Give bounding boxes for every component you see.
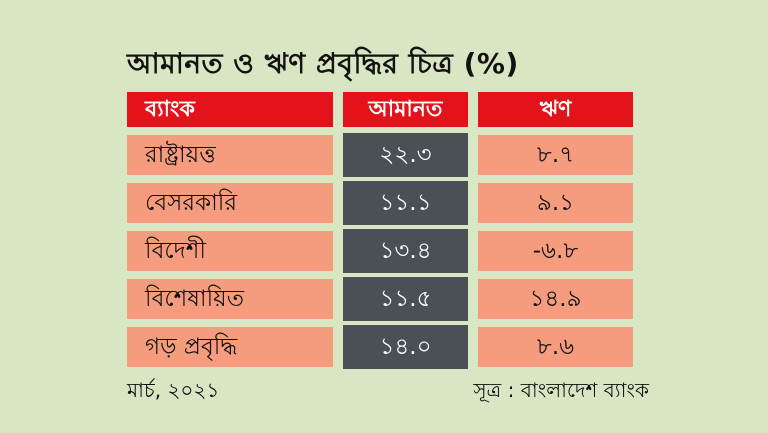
bank-label: গড় প্রবৃদ্ধি [127, 327, 333, 367]
bank-label: বিশেষায়িত [127, 279, 333, 319]
deposit-value: ১১.৫ [343, 277, 468, 321]
column-header-deposit: আমানত [343, 92, 468, 127]
deposit-value: ১৪.০ [343, 325, 468, 369]
page-title: আমানত ও ঋণ প্রবৃদ্ধির চিত্র (%) [127, 47, 519, 80]
footer-source: সূত্র : বাংলাদেশ ব্যাংক [473, 378, 649, 402]
footer: মার্চ, ২০২১ সূত্র : বাংলাদেশ ব্যাংক [127, 376, 649, 409]
deposit-value: ১৩.৪ [343, 229, 468, 273]
growth-table: ব্যাংক আমানত ঋণ রাষ্ট্রায়ত্ত ২২.৩ ৮.৭ ব… [127, 92, 633, 369]
bank-label: বেসরকারি [127, 183, 333, 223]
bank-label: রাষ্ট্রায়ত্ত [127, 135, 333, 175]
footer-date: মার্চ, ২০২১ [127, 378, 220, 402]
column-header-loan: ঋণ [478, 92, 633, 127]
deposit-value: ১১.১ [343, 181, 468, 225]
bank-label: বিদেশী [127, 231, 333, 271]
column-header-bank: ব্যাংক [127, 92, 333, 127]
deposit-value: ২২.৩ [343, 133, 468, 177]
loan-value: ৮.৭ [478, 135, 633, 175]
loan-value: ৯.১ [478, 183, 633, 223]
loan-value: ৮.৬ [478, 327, 633, 367]
loan-value: -৬.৮ [478, 231, 633, 271]
loan-value: ১৪.৯ [478, 279, 633, 319]
